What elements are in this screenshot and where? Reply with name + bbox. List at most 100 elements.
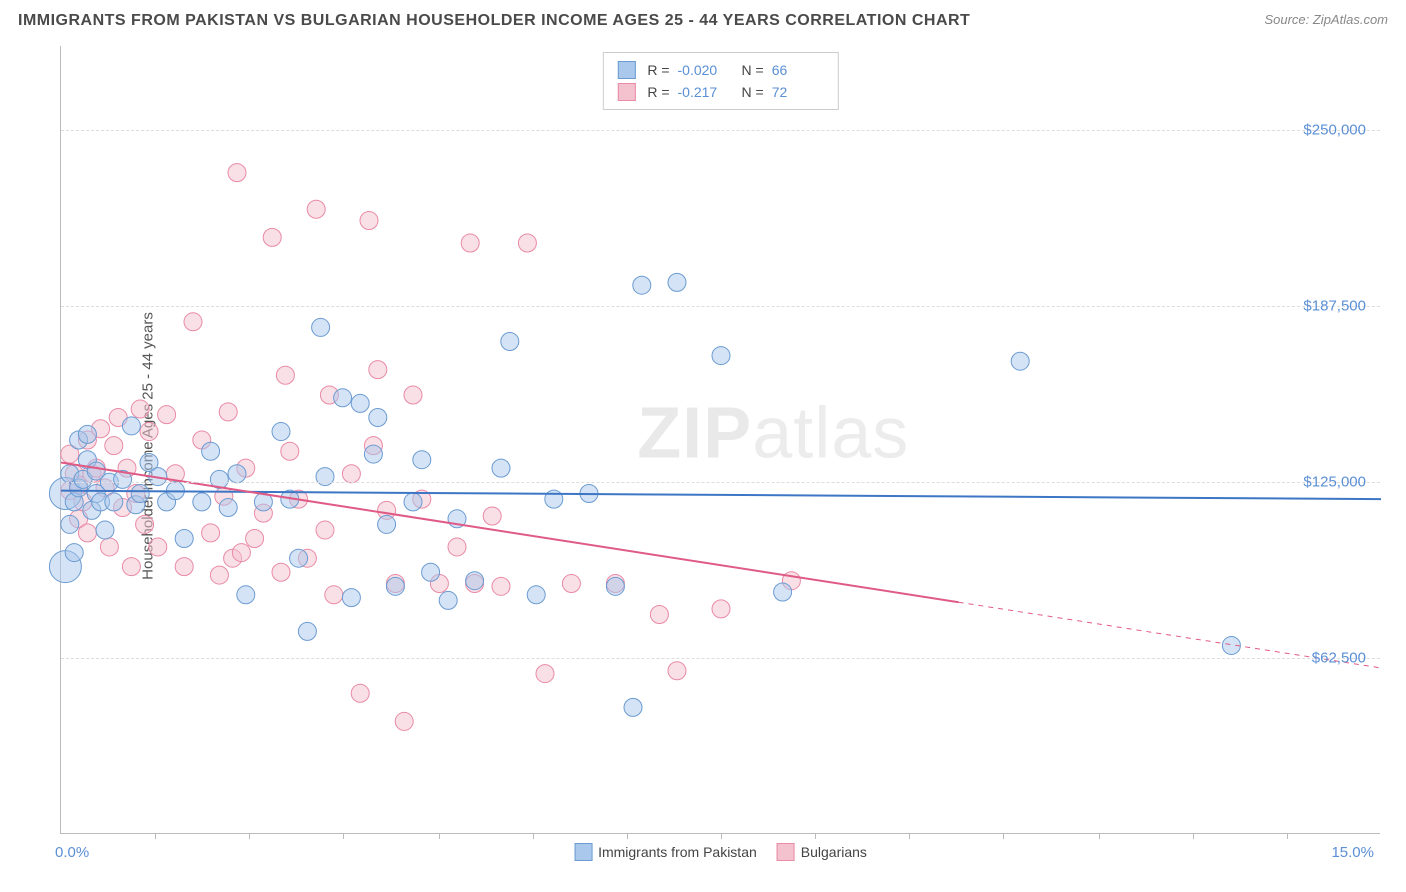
r-value-1: -0.217 [678,81,730,103]
legend-row-series-1: R = -0.217 N = 72 [617,81,823,103]
legend-label-1: Bulgarians [801,844,867,860]
plot-svg [61,46,1380,833]
data-point [202,442,220,460]
data-point [312,318,330,336]
data-point [193,493,211,511]
x-tick [155,833,156,839]
x-tick [249,833,250,839]
data-point [712,347,730,365]
n-value-0: 66 [772,59,824,81]
data-point [518,234,536,252]
gridline [61,658,1380,659]
data-point [140,423,158,441]
data-point [369,408,387,426]
n-value-1: 72 [772,81,824,103]
data-point [369,361,387,379]
gridline [61,130,1380,131]
x-tick [439,833,440,839]
data-point [316,521,334,539]
gridline [61,482,1380,483]
data-point [298,622,316,640]
data-point [360,211,378,229]
swatch-bottom-0 [574,843,592,861]
data-point [536,665,554,683]
data-point [461,234,479,252]
data-point [668,662,686,680]
data-point [527,586,545,604]
data-point [562,575,580,593]
data-point [351,684,369,702]
y-tick-label: $62,500 [1312,650,1366,667]
data-point [61,515,79,533]
data-point [501,333,519,351]
source-credit: Source: ZipAtlas.com [1264,12,1388,27]
data-point [492,459,510,477]
y-tick-label: $125,000 [1303,474,1366,491]
data-point [276,366,294,384]
data-point [650,605,668,623]
y-tick-label: $250,000 [1303,122,1366,139]
data-point [633,276,651,294]
data-point [404,386,422,404]
data-point [342,589,360,607]
data-point [158,406,176,424]
data-point [175,530,193,548]
data-point [1011,352,1029,370]
data-point [228,465,246,483]
data-point [334,389,352,407]
data-point [272,423,290,441]
x-tick [909,833,910,839]
data-point [606,577,624,595]
x-axis-max: 15.0% [1331,844,1374,861]
data-point [351,394,369,412]
data-point [378,515,396,533]
chart-title: IMMIGRANTS FROM PAKISTAN VS BULGARIAN HO… [18,12,970,30]
swatch-bottom-1 [777,843,795,861]
data-point [65,544,83,562]
data-point [668,273,686,291]
data-point [78,425,96,443]
data-point [712,600,730,618]
data-point [290,549,308,567]
data-point [395,712,413,730]
data-point [246,530,264,548]
data-point [232,544,250,562]
data-point [404,493,422,511]
data-point [78,524,96,542]
data-point [364,445,382,463]
data-point [307,200,325,218]
trend-line-solid [61,463,959,603]
x-tick [1193,833,1194,839]
x-tick [627,833,628,839]
data-point [624,698,642,716]
legend-series: Immigrants from Pakistan Bulgarians [574,843,867,861]
r-value-0: -0.020 [678,59,730,81]
data-point [342,465,360,483]
legend-item-0: Immigrants from Pakistan [574,843,757,861]
data-point [448,538,466,556]
swatch-series-0 [617,61,635,79]
data-point [466,572,484,590]
swatch-series-1 [617,83,635,101]
n-label: N = [742,59,764,81]
data-point [483,507,501,525]
data-point [237,586,255,604]
r-label: R = [647,59,669,81]
data-point [774,583,792,601]
data-point [439,591,457,609]
data-point [96,521,114,539]
data-point [219,499,237,517]
data-point [184,313,202,331]
data-point [122,558,140,576]
legend-row-series-0: R = -0.020 N = 66 [617,59,823,81]
data-point [105,493,123,511]
data-point [219,403,237,421]
x-tick [1099,833,1100,839]
n-label: N = [742,81,764,103]
legend-correlation: R = -0.020 N = 66 R = -0.217 N = 72 [602,52,838,110]
data-point [175,558,193,576]
data-point [202,524,220,542]
data-point [281,442,299,460]
data-point [131,484,149,502]
legend-label-0: Immigrants from Pakistan [598,844,757,860]
